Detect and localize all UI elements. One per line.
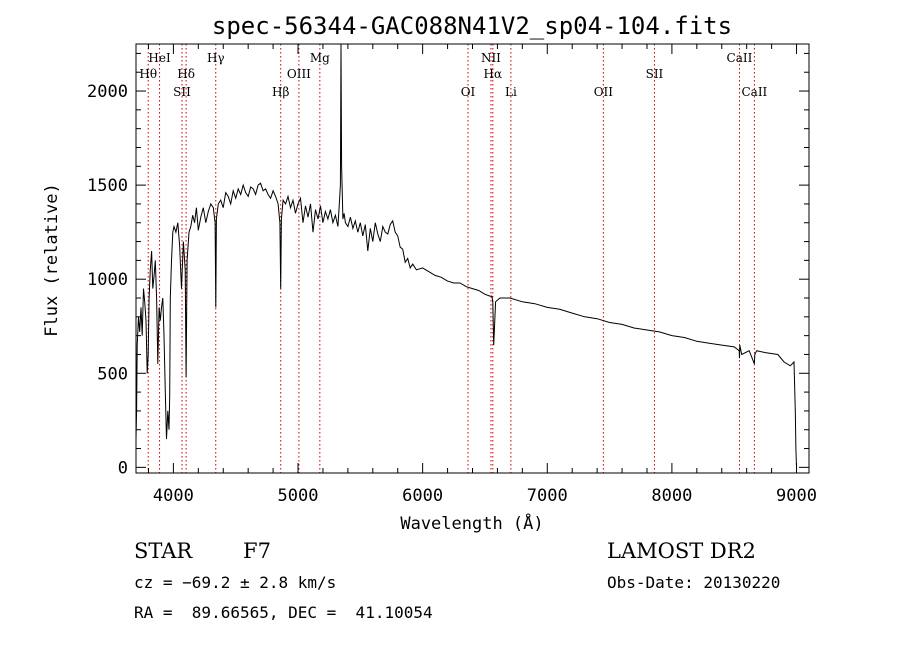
line-label-6: OIII bbox=[287, 67, 311, 81]
object-class: STAR bbox=[134, 539, 193, 563]
y-tick-label-500: 500 bbox=[97, 364, 128, 384]
line-label-8: OI bbox=[461, 85, 476, 99]
spectral-line-markers bbox=[147, 44, 755, 473]
plot-frame bbox=[135, 43, 810, 474]
y-tick-label-1000: 1000 bbox=[87, 270, 128, 290]
x-tick-label-9000: 9000 bbox=[776, 486, 817, 506]
spectrum-line bbox=[135, 43, 797, 468]
subclass: F7 bbox=[243, 539, 271, 563]
line-label-9: NII bbox=[481, 51, 501, 65]
survey-label: LAMOST DR2 bbox=[607, 539, 756, 563]
y-axis-ticks: 0 500 1000 1500 2000 bbox=[87, 52, 809, 478]
x-tick-label-6000: 6000 bbox=[402, 486, 443, 506]
y-tick-label-1500: 1500 bbox=[87, 176, 128, 196]
line-label-15: CaII bbox=[741, 85, 767, 99]
x-tick-label-4000: 4000 bbox=[153, 486, 194, 506]
line-label-13: SII bbox=[646, 67, 664, 81]
x-axis-label: Wavelength (Å) bbox=[400, 512, 543, 534]
obs-date-label: Obs-Date: 20130220 bbox=[607, 573, 781, 592]
y-tick-label-0: 0 bbox=[118, 458, 128, 478]
x-axis-ticks: 4000 5000 6000 7000 8000 9000 bbox=[147, 44, 817, 506]
x-tick-label-5000: 5000 bbox=[278, 486, 319, 506]
line-label-11: Li bbox=[505, 85, 517, 99]
line-label-12: OII bbox=[594, 85, 614, 99]
coordinates-label: RA = 89.66565, DEC = 41.10054 bbox=[134, 603, 433, 622]
line-label-10: Hα bbox=[484, 67, 503, 81]
line-label-0: Hθ bbox=[139, 67, 157, 81]
line-label-3: Hδ bbox=[177, 67, 195, 81]
y-tick-label-2000: 2000 bbox=[87, 82, 128, 102]
line-label-4: Hγ bbox=[207, 51, 225, 65]
line-label-14: CaII bbox=[727, 51, 753, 65]
redshift-label: cz = −69.2 ± 2.8 km/s bbox=[134, 573, 337, 592]
line-label-7: Mg bbox=[310, 51, 330, 65]
x-tick-label-7000: 7000 bbox=[527, 486, 568, 506]
chart-title: spec-56344-GAC088N41V2_sp04-104.fits bbox=[212, 12, 732, 40]
y-axis-label: Flux (relative) bbox=[42, 183, 62, 337]
line-label-5: Hβ bbox=[272, 85, 289, 99]
x-tick-label-8000: 8000 bbox=[651, 486, 692, 506]
line-label-1: HeI bbox=[148, 51, 171, 65]
line-label-2: SII bbox=[173, 85, 191, 99]
